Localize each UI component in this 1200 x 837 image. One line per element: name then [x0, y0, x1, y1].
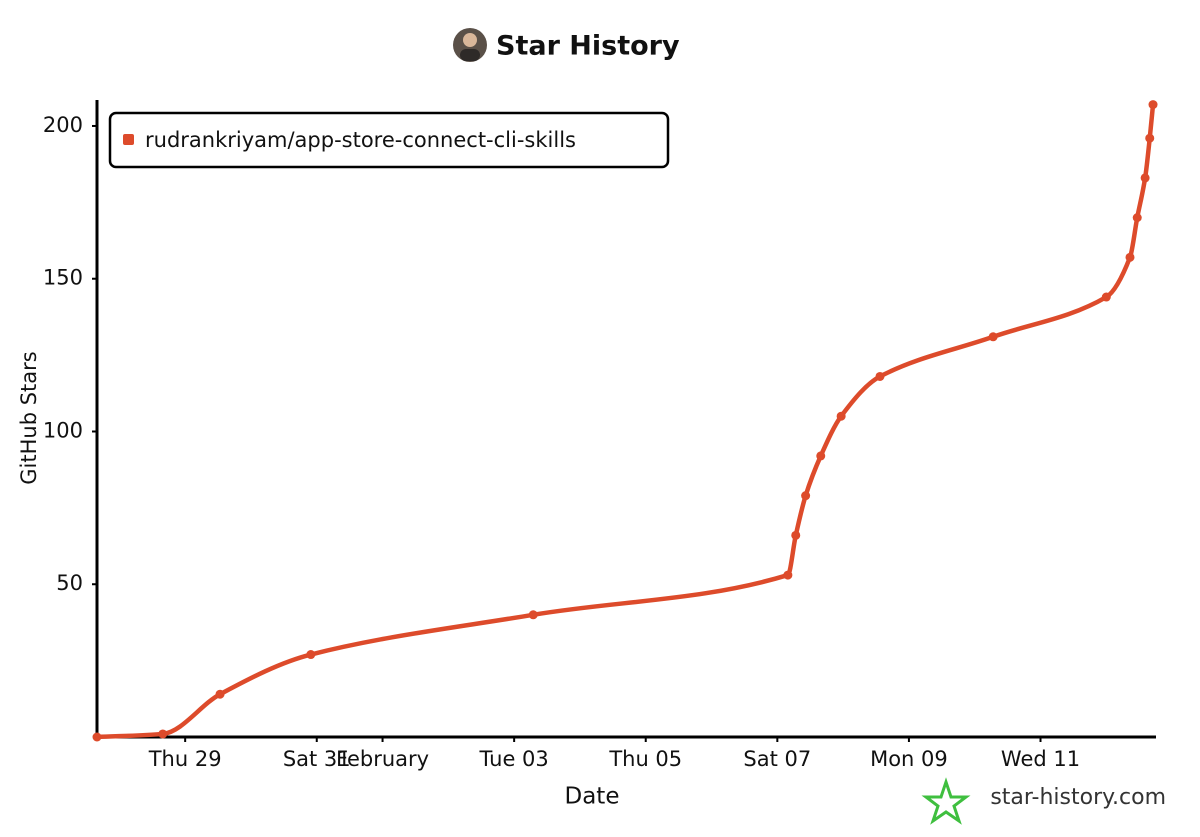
- y-tick-label: 200: [43, 113, 83, 137]
- point: [1148, 100, 1158, 110]
- legend-box: [108, 111, 670, 169]
- y-axis-label: GitHub Stars: [17, 351, 41, 484]
- y-tick-label: 50: [56, 571, 83, 595]
- x-tick-label: Sat 07: [743, 747, 811, 771]
- x-axis-label: Date: [565, 784, 620, 810]
- point: [92, 732, 102, 742]
- point: [306, 650, 316, 660]
- watermark: star-history.com: [990, 785, 1166, 810]
- point: [1101, 292, 1111, 302]
- x-tick-label: Sat 31: [283, 747, 351, 771]
- point: [1132, 213, 1142, 223]
- point: [215, 689, 225, 699]
- point: [791, 530, 801, 540]
- point: [816, 451, 826, 461]
- title-avatar: [453, 28, 487, 62]
- legend-label: rudrankriyam/app-store-connect-cli-skill…: [145, 128, 576, 152]
- x-tick-label: Thu 05: [608, 747, 682, 771]
- y-tick-label: 150: [43, 266, 83, 290]
- point: [801, 491, 811, 501]
- point: [1125, 252, 1135, 262]
- point: [1140, 173, 1150, 183]
- legend-swatch: [123, 134, 134, 145]
- point: [988, 332, 998, 342]
- watermark-icon: [921, 777, 971, 825]
- x-tick-label: Tue 03: [479, 747, 549, 771]
- series-line: [94, 102, 1156, 740]
- y-tick-label: 100: [43, 418, 83, 442]
- x-tick-label: Mon 09: [870, 747, 948, 771]
- point: [783, 570, 793, 580]
- point: [875, 371, 885, 381]
- point: [158, 729, 168, 739]
- point: [1145, 133, 1155, 143]
- chart-title: Star History: [496, 31, 680, 62]
- x-tick-label: February: [336, 747, 429, 771]
- point: [836, 411, 846, 421]
- x-tick-label: Wed 11: [1001, 747, 1080, 771]
- point: [528, 610, 538, 620]
- x-tick-label: Thu 29: [148, 747, 222, 771]
